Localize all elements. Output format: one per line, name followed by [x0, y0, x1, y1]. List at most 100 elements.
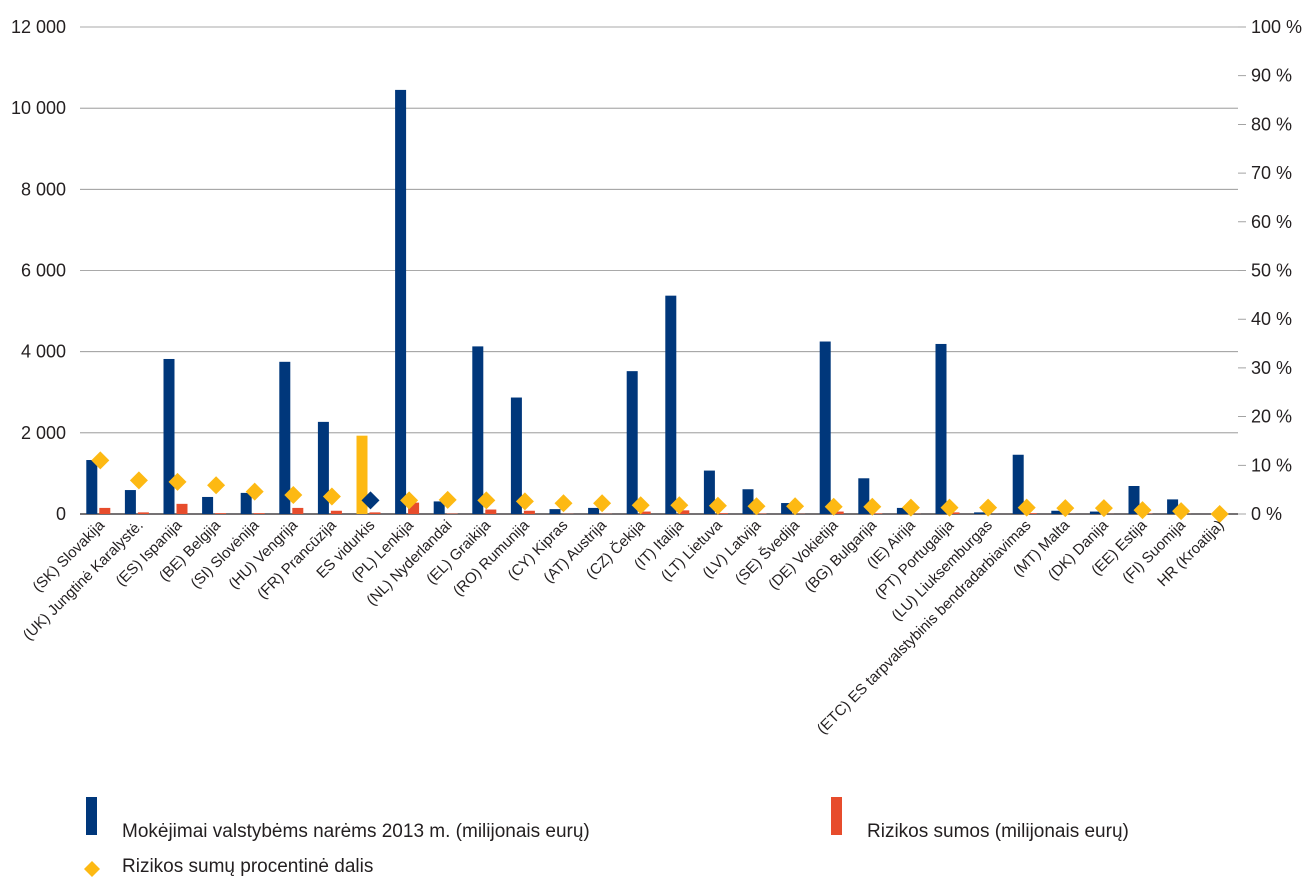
- right-tick-label-3: 30 %: [1251, 358, 1292, 378]
- marker-11: [515, 492, 534, 511]
- left-tick-label-3: 6 000: [21, 261, 66, 281]
- marker-19: [824, 497, 843, 516]
- bar-risk-2: [176, 503, 188, 514]
- bar-risk-7: [369, 512, 381, 514]
- bar-payments-10: [472, 346, 484, 514]
- legend-swatch-risk-percentage: [84, 861, 100, 877]
- bar-payments-28: [1167, 499, 1179, 514]
- right-tick-label-4: 40 %: [1251, 309, 1292, 329]
- bar-payments-20: [858, 478, 870, 514]
- bar-risk-6: [330, 510, 342, 514]
- marker-7: [361, 491, 380, 510]
- bar-risk-15: [678, 510, 690, 514]
- marker-29: [1210, 505, 1229, 523]
- marker-8: [400, 491, 419, 510]
- bar-payments-12: [549, 509, 561, 514]
- marker-26: [1094, 499, 1113, 518]
- left-tick-label-6: 12 000: [11, 17, 66, 37]
- bar-payments-5: [279, 361, 291, 514]
- marker-3: [207, 476, 226, 495]
- legend-swatch-payments: [86, 797, 97, 835]
- bar-payments-26: [1089, 511, 1101, 514]
- marker-24: [1017, 498, 1036, 517]
- marker-14: [631, 496, 650, 515]
- bar-risk-19: [832, 511, 844, 514]
- marker-23: [979, 498, 998, 517]
- bar-payments-14: [626, 371, 638, 514]
- bar-risk-3: [215, 513, 227, 514]
- bar-risk-14: [639, 511, 651, 514]
- marker-16: [708, 496, 727, 515]
- right-tick-label-1: 10 %: [1251, 455, 1292, 475]
- bar-payments-7: [356, 435, 368, 514]
- bars: [86, 89, 1192, 514]
- right-axis-tick-labels: 0 % 10 % 20 % 30 % 40 % 50 % 60 % 70 % 80 % 90 % 1…: [1251, 17, 1302, 524]
- marker-22: [940, 498, 959, 517]
- bar-risk-16: [716, 513, 728, 514]
- right-tick-label-2: 20 %: [1251, 407, 1292, 427]
- bar-payments-1: [124, 490, 136, 514]
- marker-4: [245, 482, 264, 501]
- bar-payments-19: [819, 341, 831, 514]
- bar-payments-15: [665, 295, 677, 514]
- bar-payments-11: [510, 397, 522, 514]
- left-tick-label-1: 2 000: [21, 423, 66, 443]
- right-tick-label-9: 90 %: [1251, 66, 1292, 86]
- bar-payments-3: [202, 496, 214, 514]
- gridlines: [80, 26, 1246, 515]
- bar-payments-8: [395, 89, 407, 514]
- marker-12: [554, 494, 573, 513]
- right-tick-label-5: 50 %: [1251, 261, 1292, 281]
- bar-risk-24: [1025, 513, 1037, 514]
- marker-1: [129, 471, 148, 490]
- right-tick-label-7: 70 %: [1251, 163, 1292, 183]
- marker-28: [1172, 502, 1191, 521]
- bar-risk-5: [292, 507, 304, 514]
- bar-risk-8: [408, 502, 420, 514]
- legend-label-risk-percentage: Rizikos sumų procentinė dalis: [122, 856, 374, 877]
- bar-payments-9: [433, 501, 445, 514]
- bar-payments-21: [896, 507, 908, 514]
- right-tick-label-6: 60 %: [1251, 212, 1292, 232]
- legend-label-payments: Mokėjimai valstybėms narėms 2013 m. (mil…: [122, 821, 590, 842]
- bar-payments-2: [163, 358, 175, 514]
- bar-risk-10: [485, 509, 497, 514]
- legend-swatch-risk-amounts: [831, 797, 842, 835]
- marker-18: [786, 497, 805, 516]
- marker-13: [593, 494, 612, 513]
- marker-17: [747, 497, 766, 516]
- percentage-markers: [91, 451, 1229, 523]
- bar-payments-22: [935, 343, 947, 514]
- right-tick-label-8: 80 %: [1251, 114, 1292, 134]
- marker-6: [322, 487, 341, 506]
- bar-payments-18: [781, 503, 793, 514]
- bar-risk-20: [871, 513, 883, 514]
- bar-payments-13: [588, 507, 600, 514]
- bar-risk-4: [253, 513, 265, 514]
- marker-21: [901, 498, 920, 517]
- bar-payments-27: [1128, 485, 1140, 514]
- marker-25: [1056, 499, 1075, 518]
- bar-payments-6: [317, 421, 329, 514]
- bar-risk-0: [99, 507, 111, 514]
- left-tick-label-0: 0: [56, 504, 66, 524]
- bar-payments-4: [240, 492, 252, 514]
- right-tick-label-10: 100 %: [1251, 17, 1302, 37]
- marker-5: [284, 486, 303, 505]
- marker-2: [168, 472, 187, 491]
- category-labels: (SK) Slovakija(UK) Jungtinė Karalystė.(E…: [20, 516, 1228, 737]
- marker-10: [477, 491, 496, 510]
- bar-payments-23: [974, 512, 986, 514]
- bar-payments-17: [742, 489, 754, 514]
- marker-15: [670, 496, 689, 515]
- left-tick-label-5: 10 000: [11, 98, 66, 118]
- marker-27: [1133, 501, 1152, 520]
- bar-payments-24: [1012, 454, 1024, 514]
- marker-0: [91, 451, 110, 470]
- right-tick-label-0: 0 %: [1251, 504, 1282, 524]
- bar-risk-1: [137, 512, 149, 514]
- left-tick-label-2: 4 000: [21, 342, 66, 362]
- bar-payments-0: [86, 460, 98, 514]
- bar-payments-16: [703, 470, 715, 514]
